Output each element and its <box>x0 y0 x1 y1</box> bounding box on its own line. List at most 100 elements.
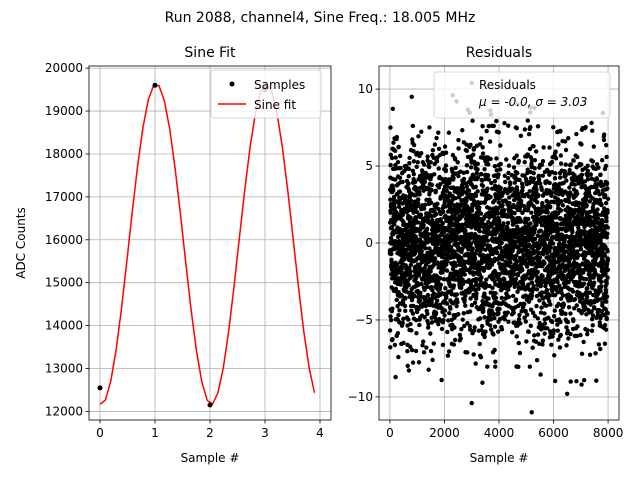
residual-point <box>459 326 464 332</box>
residual-point <box>425 311 430 317</box>
residual-point <box>514 253 519 258</box>
residual-point <box>468 296 473 301</box>
residual-point <box>481 308 486 314</box>
residual-point <box>405 348 410 354</box>
residual-point <box>438 217 443 222</box>
residual-point <box>494 118 499 124</box>
residual-point <box>523 319 528 324</box>
residual-point <box>402 303 408 309</box>
residual-point <box>461 176 467 182</box>
residual-point <box>502 173 507 179</box>
residual-point <box>585 168 591 173</box>
residual-point <box>555 328 560 333</box>
residual-point <box>590 128 595 133</box>
residual-point <box>435 261 440 266</box>
residual-point <box>574 131 579 137</box>
residual-point <box>603 307 608 312</box>
residual-point <box>588 302 593 307</box>
residual-point <box>563 311 568 317</box>
residual-point <box>603 270 608 276</box>
residual-point <box>490 285 495 291</box>
residual-point <box>412 179 418 185</box>
residual-point <box>417 192 422 197</box>
residual-point <box>537 255 543 260</box>
residual-point <box>549 319 555 325</box>
residual-point <box>605 275 610 280</box>
residual-point <box>588 222 594 228</box>
residual-point <box>522 159 527 165</box>
residual-point <box>565 319 571 325</box>
residual-point <box>438 282 444 288</box>
residual-point <box>412 293 417 299</box>
residual-point <box>391 140 396 145</box>
residual-point <box>463 293 468 299</box>
residual-point <box>406 282 411 288</box>
residual-point <box>526 299 532 304</box>
residual-point <box>581 281 587 286</box>
residual-point <box>417 297 423 303</box>
residual-point <box>556 337 561 342</box>
sine-fit-ytick-label: 13000 <box>45 362 83 376</box>
residual-point <box>397 189 403 194</box>
residual-point <box>488 194 493 200</box>
residual-point <box>605 186 610 191</box>
residual-point <box>528 221 533 226</box>
residual-point <box>423 202 428 207</box>
residual-point <box>515 170 520 176</box>
residual-point <box>585 328 590 333</box>
residuals-ytick-label: −10 <box>348 390 373 404</box>
residual-point <box>604 181 610 186</box>
residual-point <box>575 154 580 160</box>
residual-point <box>496 130 501 135</box>
residual-point <box>542 260 547 266</box>
residual-point <box>408 215 413 220</box>
residual-point <box>530 310 536 316</box>
residual-point <box>411 149 416 154</box>
residual-point <box>445 353 451 358</box>
residual-point <box>558 296 564 301</box>
residual-point <box>559 286 564 291</box>
residual-point <box>473 276 479 282</box>
residual-point <box>528 307 534 312</box>
residual-point <box>567 199 572 205</box>
residual-point <box>564 325 569 330</box>
residual-point <box>496 172 501 177</box>
residual-point <box>567 216 572 222</box>
residual-point <box>590 323 595 328</box>
residual-point <box>531 144 536 149</box>
residual-point <box>549 159 555 165</box>
residual-point <box>571 318 576 324</box>
residual-point <box>409 274 414 279</box>
residual-point <box>604 299 609 304</box>
residual-point <box>544 303 549 308</box>
residual-point <box>430 357 435 363</box>
residual-point <box>540 173 545 178</box>
residual-point <box>562 237 567 242</box>
residual-point <box>542 321 548 326</box>
residual-point <box>430 148 436 153</box>
residual-point <box>564 178 569 183</box>
residual-point <box>425 292 431 298</box>
residual-point <box>507 181 513 187</box>
residual-point <box>597 320 603 325</box>
residual-point <box>550 241 556 246</box>
residual-point <box>516 340 521 346</box>
residual-point <box>568 162 573 167</box>
residual-point <box>553 156 559 161</box>
residual-point <box>604 316 609 322</box>
residual-point <box>484 158 490 163</box>
residual-point <box>440 220 445 226</box>
residual-point <box>480 124 485 129</box>
residual-point <box>411 142 417 148</box>
residual-point <box>526 282 531 287</box>
residual-point <box>411 159 417 164</box>
residual-point <box>396 144 401 150</box>
residual-point <box>479 171 484 177</box>
residual-point <box>444 268 450 273</box>
residual-point <box>516 158 522 164</box>
residual-point <box>416 306 421 312</box>
residual-point <box>398 279 403 284</box>
residual-point <box>436 146 442 152</box>
residual-point <box>442 308 448 313</box>
residual-point <box>518 198 524 204</box>
